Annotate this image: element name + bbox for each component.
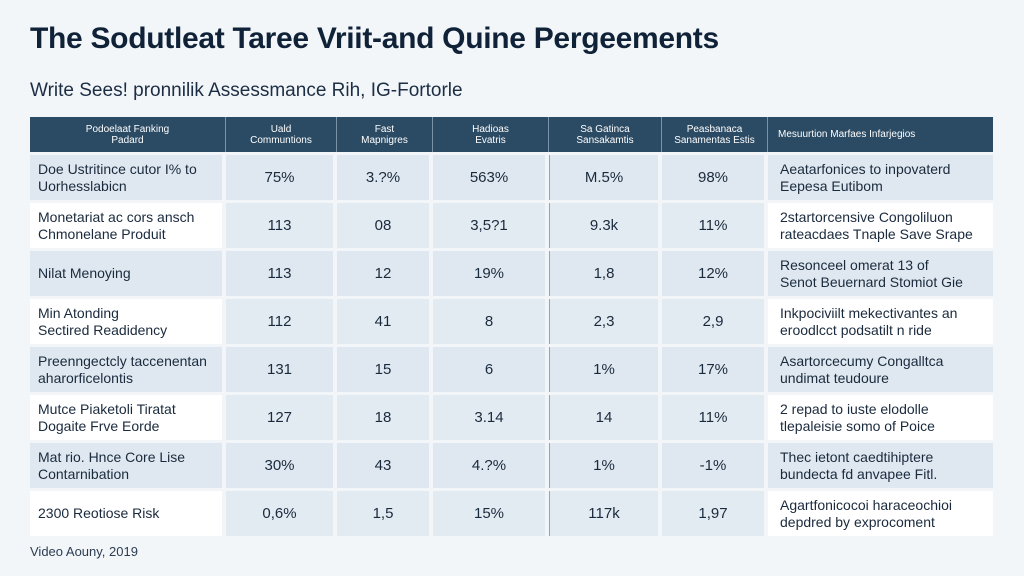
cell-value-3: 6 [433,347,545,392]
table-row: Nilat Menoying 113 12 19% 1,8 12% Resonceel om… [30,251,993,296]
table-row: Monetariat ac cors ansch Chmonelane Prod… [30,203,993,248]
table-body: Doe Ustritince cutor I% to Uorhesslabicn… [30,155,993,536]
header-col-5: Peasbanaca Sanamentas Estis [662,117,768,152]
cell-value-2: 12 [337,251,429,296]
cell-value-2: 1,5 [337,491,429,536]
cell-value-1: 131 [226,347,333,392]
page-title: The Sodutleat Taree Vriit-and Quine Perg… [30,22,719,55]
cell-value-5: 12% [662,251,764,296]
cell-value-5: 11% [662,395,764,440]
cell-value-1: 0,6% [226,491,333,536]
cell-value-4: 9.3k [549,203,658,248]
cell-value-4: 14 [549,395,658,440]
cell-value-5: 2,9 [662,299,764,344]
cell-value-1: 113 [226,251,333,296]
cell-metric: Mat rio. Hnce Core Lise Contarnibation [30,443,222,488]
cell-value-2: 18 [337,395,429,440]
header-col-4: Sa Gatinca Sansakamtis [549,117,662,152]
cell-value-4: 2,3 [549,299,658,344]
cell-value-5: 1,97 [662,491,764,536]
footer-credit: Video Aouny, 2019 [30,544,138,559]
table-row: Min Atonding Sectired Readidency 112 41 8 2,… [30,299,993,344]
table-row: Mutce Piaketoli Tiratat Dogaite Frve Eor… [30,395,993,440]
cell-description: Aeatarfonices to inpovaterd Eepesa Eutib… [768,155,993,200]
cell-description: Inkpociviilt mekectivantes an eroodlcct … [768,299,993,344]
cell-metric: Mutce Piaketoli Tiratat Dogaite Frve Eor… [30,395,222,440]
cell-metric: Nilat Menoying [30,251,222,296]
cell-value-5: -1% [662,443,764,488]
table-row: 2300 Reotiose Risk 0,6% 1,5 15% 117k 1,97 Agar… [30,491,993,536]
cell-value-3: 19% [433,251,545,296]
header-col-3: Hadioas Evatris [433,117,549,152]
table-row: Mat rio. Hnce Core Lise Contarnibation 30… [30,443,993,488]
cell-value-5: 98% [662,155,764,200]
cell-value-3: 3.14 [433,395,545,440]
cell-value-2: 08 [337,203,429,248]
table-row: Preenngectcly taccenentan aharorficelont… [30,347,993,392]
table-header: Podoelaat Fanking Padard Uald Communtion… [30,117,993,152]
cell-metric: Monetariat ac cors ansch Chmonelane Prod… [30,203,222,248]
cell-value-5: 17% [662,347,764,392]
cell-metric: Preenngectcly taccenentan aharorficelont… [30,347,222,392]
cell-value-2: 43 [337,443,429,488]
header-col-2: Fast Mapnigres [337,117,433,152]
header-description: Mesuurtion Marfaes Infarjegios [778,129,916,140]
cell-description: Resonceel omerat 13 of Senot Beuernard S… [768,251,993,296]
cell-value-1: 75% [226,155,333,200]
table-row: Doe Ustritince cutor I% to Uorhesslabicn… [30,155,993,200]
cell-value-1: 113 [226,203,333,248]
cell-value-4: 117k [549,491,658,536]
cell-value-3: 8 [433,299,545,344]
cell-value-4: 1% [549,347,658,392]
cell-metric: Min Atonding Sectired Readidency [30,299,222,344]
cell-description: Asartorcecumy Congalltca undimat teudour… [768,347,993,392]
cell-value-1: 127 [226,395,333,440]
cell-value-4: 1% [549,443,658,488]
cell-value-2: 41 [337,299,429,344]
cell-description: Agartfonicocoi haraceochioi depdred by e… [768,491,993,536]
cell-value-2: 15 [337,347,429,392]
cell-value-5: 11% [662,203,764,248]
cell-value-3: 3,5?1 [433,203,545,248]
cell-description: Thec ietont caedtihiptere bundecta fd an… [768,443,993,488]
cell-value-4: 1,8 [549,251,658,296]
cell-value-3: 15% [433,491,545,536]
cell-value-2: 3.?% [337,155,429,200]
cell-value-3: 563% [433,155,545,200]
header-col-1: Uald Communtions [226,117,337,152]
cell-metric: 2300 Reotiose Risk [30,491,222,536]
cell-value-1: 112 [226,299,333,344]
data-table: Podoelaat Fanking Padard Uald Communtion… [30,117,993,536]
cell-value-1: 30% [226,443,333,488]
cell-description: 2 repad to iuste elodolle tlepaleisie so… [768,395,993,440]
cell-value-4: M.5% [549,155,658,200]
page-subtitle: Write Sees! pronnilik Assessmance Rih, I… [30,80,463,101]
cell-metric: Doe Ustritince cutor I% to Uorhesslabicn [30,155,222,200]
cell-description: 2startorcensive Congoliluon rateacdaes T… [768,203,993,248]
header-metric: Podoelaat Fanking Padard [30,117,226,152]
cell-value-3: 4.?% [433,443,545,488]
